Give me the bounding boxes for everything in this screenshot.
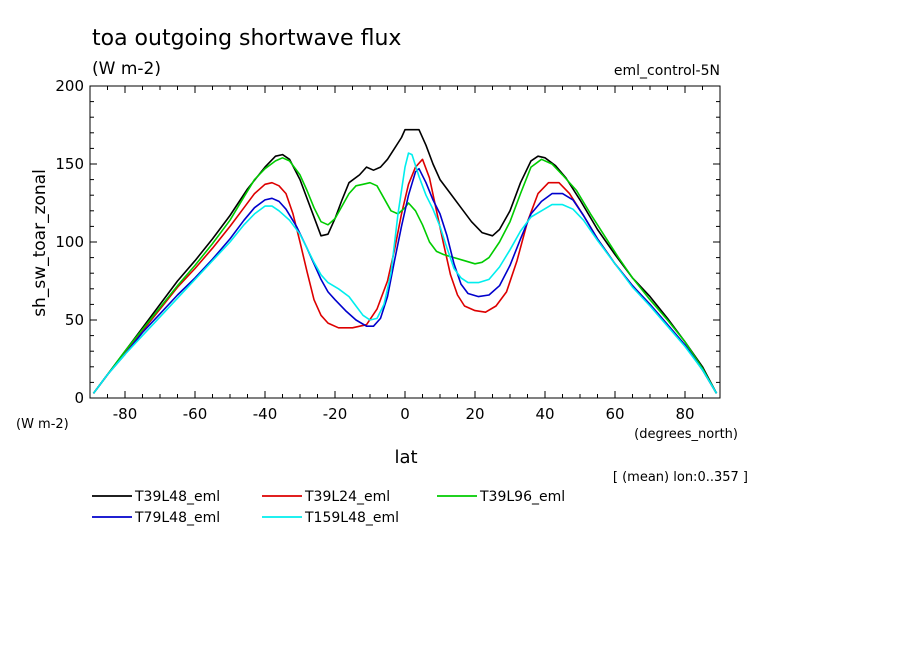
x-axis-label: lat — [394, 447, 417, 468]
y-axis-label: sh_sw_toar_zonal — [30, 169, 50, 317]
series-layer — [92, 128, 718, 394]
x-tick-label: -80 — [113, 405, 138, 423]
x-tick-label: -60 — [183, 405, 208, 423]
legend-label: T39L96_eml — [479, 489, 565, 505]
x-tick-label: 80 — [675, 405, 694, 423]
x-tick-label: -40 — [253, 405, 278, 423]
y-tick-label: 0 — [74, 389, 84, 407]
series-line-t159l48_eml — [92, 152, 718, 394]
y-tick-label: 100 — [55, 233, 84, 251]
legend-label: T39L24_eml — [304, 489, 390, 505]
legend-label: T79L48_eml — [134, 510, 220, 526]
plot-frame — [89, 85, 721, 399]
axis-ticks — [90, 86, 720, 398]
x-unit-label: (degrees_north) — [634, 427, 738, 442]
x-tick-label: -20 — [323, 405, 348, 423]
x-tick-label: 60 — [605, 405, 624, 423]
x-tick-label: 20 — [465, 405, 484, 423]
legend: T39L48_eml T39L24_eml T39L96_eml T79L48_eml… — [92, 489, 565, 526]
legend-label: T39L48_eml — [134, 489, 220, 505]
series-line-t39l24_eml — [92, 158, 718, 394]
legend-label: T159L48_eml — [304, 510, 399, 526]
y-tick-labels: 0 50 100 150 200 — [55, 77, 84, 407]
y-tick-label: 150 — [55, 155, 84, 173]
y-tick-label: 50 — [65, 311, 84, 329]
experiment-label: eml_control-5N — [614, 63, 720, 79]
y-tick-label: 200 — [55, 77, 84, 95]
chart-title: toa outgoing shortwave flux — [92, 26, 401, 51]
averaging-note: [ (mean) lon:0..357 ] — [613, 470, 748, 485]
y-unit-label: (W m-2) — [16, 417, 69, 432]
series-line-t79l48_eml — [92, 167, 718, 394]
x-tick-label: 0 — [400, 405, 410, 423]
chart-subtitle: (W m-2) — [92, 59, 161, 79]
x-tick-label: 40 — [535, 405, 554, 423]
x-tick-labels: -80 -60 -40 -20 0 20 40 60 80 — [113, 405, 695, 423]
